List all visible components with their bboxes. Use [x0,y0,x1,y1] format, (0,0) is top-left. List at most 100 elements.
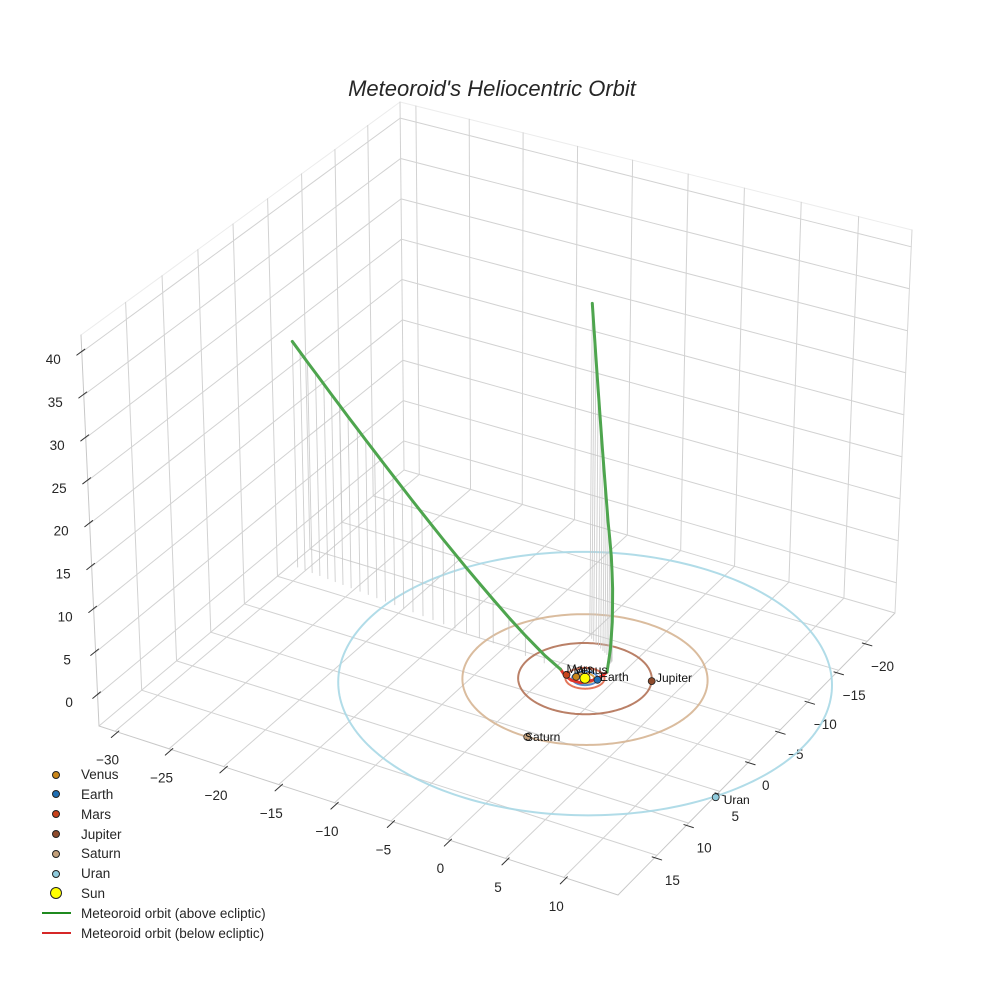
z-tick-label: 40 [46,352,61,367]
z-tick-label: 25 [52,481,67,496]
wall-gridline-x [574,145,579,521]
wall-gridline-x [843,216,860,599]
uran-marker [711,793,720,802]
wall-gridline-z [85,198,909,439]
z-tick-label: 20 [54,524,69,539]
z-tick-label: 5 [63,652,71,667]
z-tick-label: 35 [48,395,63,410]
x-axis-line [98,725,619,896]
jupiter-marker [647,677,656,685]
wall-gridline-z [81,117,912,353]
z-tick-label: 30 [50,438,65,453]
y-tick-label: −20 [871,659,894,674]
uran-label: Uran [724,793,750,807]
drop-line [411,499,414,613]
drop-line [589,302,593,637]
y-tick-label: 10 [697,841,712,856]
x-tick-mark [164,748,174,756]
x-tick-mark [443,838,453,847]
drop-line [401,486,405,609]
wall-gridline-y [232,223,245,605]
x-tick-mark [559,876,568,885]
bodies [523,670,720,802]
drop-line [431,525,434,621]
drop-line [608,538,611,657]
x-tick-label: −30 [96,753,119,768]
earth-label: Earth [600,670,629,684]
drop-line [591,329,595,639]
saturn-label: Saturn [525,730,560,744]
grid [80,101,913,878]
pane-top-edge-left [80,101,401,336]
z-tick-mark [88,605,98,614]
wall-gridline-x [521,132,524,505]
chart-title: Meteoroid's Heliocentric Orbit [348,76,636,101]
wall-gridline-z [83,157,910,396]
drop-line [299,351,306,571]
earth-marker [593,675,602,684]
drop-line [598,421,601,647]
y-tick-label: −10 [814,717,837,732]
right-vertical-edge [894,229,913,614]
wall-gridline-x [788,201,802,583]
drop-line [365,439,369,595]
drop-line [347,416,352,589]
drop-line [453,552,456,629]
x-tick-mark [219,765,228,774]
venus-label: Venus [574,663,607,677]
y-tick-mark [833,671,844,676]
drop-line [315,372,321,577]
drop-line [356,428,361,592]
y-tick-mark [861,642,873,647]
wall-gridline-y [197,249,212,633]
z-tick-mark [80,434,90,442]
drop-line [339,404,344,586]
z-tick-mark [76,348,86,356]
planet-orbits [337,550,833,817]
wall-gridline-y [367,125,374,497]
sun-marker [579,672,591,684]
x-tick-mark [110,730,120,738]
meteoroid-orbit-above-ecliptic [290,339,563,671]
z-tick-mark [92,691,101,699]
y-tick-mark [804,700,816,705]
drop-line [374,451,378,599]
floor-gridline-x [563,597,845,878]
floor-gridline-y [276,575,781,731]
drop-line [382,462,386,602]
wall-gridline-x [680,173,689,552]
x-tick-label: −15 [260,806,283,821]
wall-gridline-y [161,275,178,662]
wall-gridline-z [89,279,905,525]
wall-gridline-y [267,198,278,577]
saturn-marker [523,733,532,741]
x-tick-label: 10 [549,899,564,914]
wall-gridline-x [626,159,634,536]
drop-line [331,394,336,583]
drop-line [306,361,313,574]
drop-line [323,383,329,580]
drop-line [604,498,607,653]
floor-gridline-x [168,488,472,750]
x-tick-mark [274,783,284,792]
y-tick-label: 0 [762,778,770,793]
drop-line [442,538,445,625]
x-tick-label: 0 [437,861,445,876]
wall-gridline-z [93,359,901,610]
drop-line [392,475,396,606]
axis-lines [80,229,913,896]
jupiter-label: Jupiter [656,671,692,685]
drop-line [595,389,599,644]
y-tick-label: −15 [843,688,866,703]
floor-gridline-x [447,565,736,841]
floor-gridline-x [223,503,523,768]
saturn-orbit [461,613,709,746]
z-tick-mark [82,477,92,485]
drop-line [593,356,597,642]
z-tick-label: 0 [65,695,73,710]
z-tick-label: 15 [56,567,71,582]
pane-top-edge-right [399,101,913,231]
floor-gridline-x [505,581,790,859]
